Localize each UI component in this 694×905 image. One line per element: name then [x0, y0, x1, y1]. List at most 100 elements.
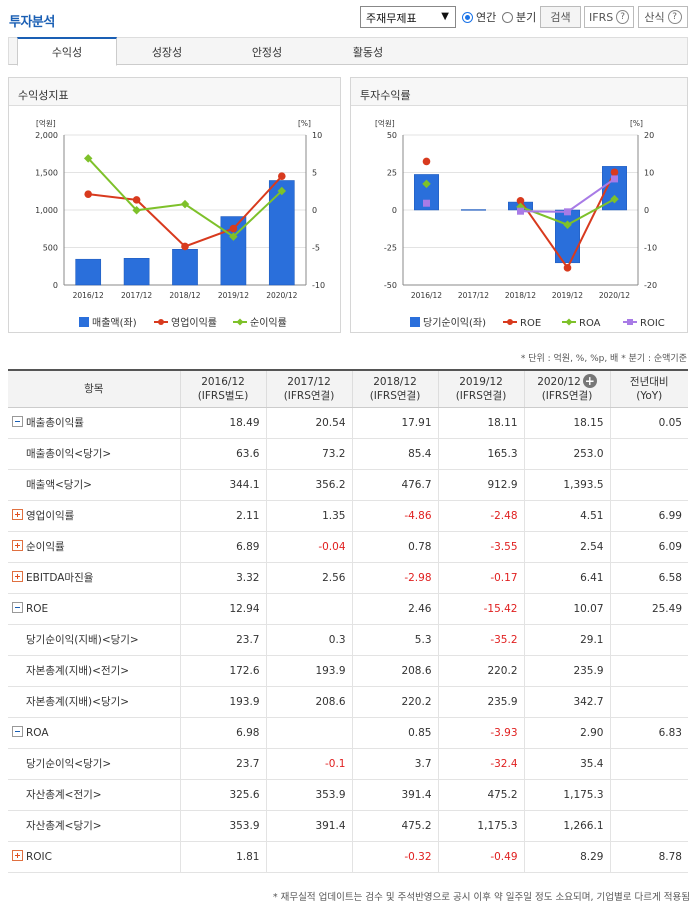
row-label[interactable]: 매출총이익률: [8, 407, 180, 439]
table-cell: 0.3: [265, 624, 352, 656]
table-cell: 1,175.3: [523, 779, 610, 811]
table-cell: 73.2: [265, 438, 352, 470]
radio-annual-label: 연간: [476, 11, 497, 24]
row-label-text: 자산총계<당기>: [26, 820, 102, 832]
expand-icon[interactable]: [12, 850, 23, 861]
table-cell: 5.3: [351, 624, 438, 656]
table-cell: 2.90: [523, 717, 610, 749]
y-left-tick-label: 50: [387, 131, 397, 140]
column-header-text: 항목: [84, 382, 104, 395]
row-label[interactable]: ROE: [8, 593, 180, 625]
table-cell: 208.6: [351, 655, 438, 687]
row-label: 자산총계<당기>: [8, 810, 180, 842]
y-right-tick-label: 10: [312, 131, 322, 140]
expand-icon[interactable]: [12, 540, 23, 551]
table-cell: 2.54: [523, 531, 610, 563]
table-cell: -3.55: [437, 531, 524, 563]
tab-stability[interactable]: 안정성: [251, 45, 283, 59]
column-header-text: 2018/12: [373, 375, 417, 388]
header: 투자분석 주재무제표 ▼ 연간 분기 검색 IFRS? 산식?: [0, 0, 694, 34]
table-cell: 23.7: [179, 624, 266, 656]
table-cell: 6.98: [179, 717, 266, 749]
row-label[interactable]: EBITDA마진율: [8, 562, 180, 594]
series-line: [88, 175, 283, 248]
table-cell: -0.32: [351, 841, 438, 873]
x-tick-label: 2016/12: [73, 291, 104, 300]
expand-icon[interactable]: [12, 509, 23, 520]
profitability-chart: 2,000 10 1,500 5 1,000 0 500 -5 0 -10 [억원] [%] 2016/…: [35, 119, 325, 329]
column-header-text: (IFRS연결): [455, 389, 507, 402]
row-label[interactable]: 순이익률: [8, 531, 180, 563]
x-tick-label: 2019/12: [552, 291, 583, 300]
legend-label: 영업이익률: [171, 316, 217, 329]
y-left-tick-label: 2,000: [35, 131, 58, 140]
table-cell: 0.05: [609, 407, 688, 439]
row-label-text: EBITDA마진율: [26, 572, 94, 584]
radio-annual[interactable]: 연간: [462, 9, 496, 25]
table-row: 자본총계(지배)<전기> 172.6 193.9 208.6 220.2 235.9: [8, 655, 688, 687]
return-chart-panel: 투자수익률 50 20 25 10 0 0 -25 -10 -50 -20 [억원] [%] 2016/…: [350, 77, 688, 333]
table-row: EBITDA마진율 3.32 2.56 -2.98 -0.17 6.41 6.58: [8, 562, 688, 594]
y-left-tick-label: 25: [387, 169, 397, 178]
column-header-text: (IFRS연결): [283, 389, 335, 402]
y-right-tick-label: 5: [312, 169, 317, 178]
table-cell: -32.4: [437, 748, 524, 780]
search-button[interactable]: 검색: [540, 6, 581, 28]
table-cell: 476.7: [351, 469, 438, 501]
column-header: 항목: [8, 370, 180, 408]
x-tick-label: 2018/12: [169, 291, 200, 300]
y-left-axis-unit: [억원]: [36, 119, 56, 128]
row-label[interactable]: 영업이익률: [8, 500, 180, 532]
bar-mark: [461, 209, 486, 211]
row-label-text: ROA: [26, 727, 49, 739]
table-cell: 253.0: [523, 438, 610, 470]
collapse-icon[interactable]: [12, 726, 23, 737]
table-cell: -0.49: [437, 841, 524, 873]
ifrs-help-button[interactable]: IFRS?: [584, 6, 634, 28]
formula-label: 산식: [644, 11, 665, 24]
row-label: 당기순이익<당기>: [8, 748, 180, 780]
tab-growth[interactable]: 성장성: [151, 45, 183, 59]
x-tick-label: 2017/12: [458, 291, 489, 300]
series-point: [611, 175, 618, 183]
row-label[interactable]: ROIC: [8, 841, 180, 873]
help-icon: ?: [616, 10, 629, 24]
column-header: 2018/12 (IFRS연결): [351, 370, 438, 408]
expand-plus-icon[interactable]: +: [582, 374, 597, 389]
legend-label: 당기순이익(좌): [423, 317, 486, 329]
tab-activity[interactable]: 활동성: [352, 45, 384, 59]
column-header-text: 2020/12: [537, 376, 581, 389]
table-cell: 6.83: [609, 717, 688, 749]
column-header: 전년대비 (YoY): [609, 370, 688, 408]
row-label[interactable]: ROA: [8, 717, 180, 749]
table-cell: 8.29: [523, 841, 610, 873]
collapse-icon[interactable]: [12, 416, 23, 427]
y-right-tick-label: 0: [312, 206, 317, 215]
table-cell: 17.91: [351, 407, 438, 439]
x-tick-label: 2017/12: [121, 291, 152, 300]
table-cell: -3.93: [437, 717, 524, 749]
table-cell: 208.6: [265, 686, 352, 718]
bar-mark: [268, 180, 295, 286]
series-point: [278, 172, 286, 180]
y-left-tick-label: 0: [392, 206, 397, 215]
table-cell: 342.7: [523, 686, 610, 718]
series-point: [180, 199, 190, 209]
legend-label: 순이익률: [250, 317, 287, 329]
radio-quarter[interactable]: 분기: [502, 9, 536, 25]
column-header-text: (IFRS연결): [541, 390, 593, 403]
collapse-icon[interactable]: [12, 602, 23, 613]
row-label-text: 자본총계(지배)<전기>: [26, 665, 130, 677]
table-cell: 1.35: [265, 500, 352, 532]
table-cell: 0.85: [351, 717, 438, 749]
table-cell: -0.17: [437, 562, 524, 594]
series-point: [229, 224, 238, 233]
tab-profitability[interactable]: 수익성: [17, 37, 117, 66]
legend-label: ROIC: [640, 318, 665, 329]
table-cell: 1,175.3: [437, 810, 524, 842]
table-cell: 63.6: [179, 438, 266, 470]
formula-help-button[interactable]: 산식?: [638, 6, 688, 28]
statement-select[interactable]: 주재무제표 ▼: [360, 6, 456, 28]
table-cell: 353.9: [179, 810, 266, 842]
expand-icon[interactable]: [12, 571, 23, 582]
